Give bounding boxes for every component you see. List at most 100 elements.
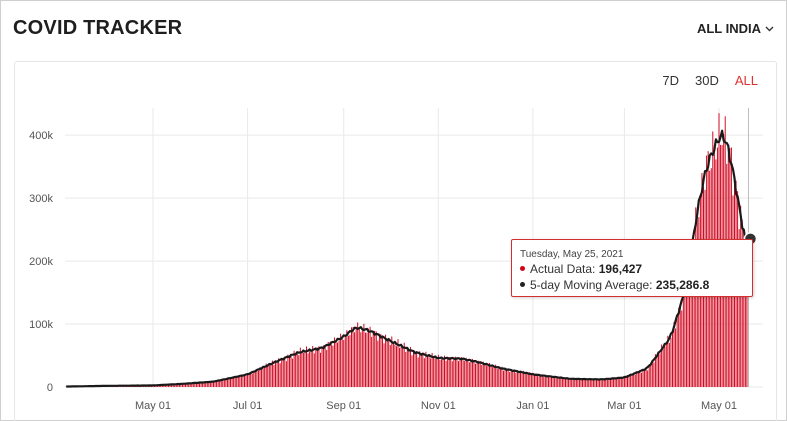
actual-data-bar	[341, 338, 343, 387]
actual-data-bar	[284, 356, 286, 387]
moving-average-line	[66, 129, 750, 388]
actual-data-bar	[394, 344, 396, 387]
actual-data-bar	[409, 346, 411, 387]
actual-data-bar	[509, 372, 511, 387]
actual-data-bar	[636, 372, 638, 387]
actual-data-bar	[555, 378, 557, 387]
actual-data-bar	[332, 345, 334, 387]
actual-data-bar	[388, 340, 390, 387]
actual-data-bar	[504, 368, 506, 387]
actual-data-bar	[234, 377, 236, 387]
actual-data-bar	[668, 342, 670, 387]
actual-data-bar	[354, 332, 356, 387]
actual-data-bar	[293, 350, 295, 387]
range-all-button[interactable]: ALL	[734, 73, 758, 88]
actual-data-bar	[318, 346, 320, 387]
actual-data-bar	[202, 381, 204, 387]
actual-data-bar	[360, 332, 362, 387]
actual-data-bar	[609, 378, 611, 387]
region-label: ALL INDIA	[696, 21, 761, 36]
actual-data-bar	[563, 377, 565, 387]
actual-data-bar	[287, 354, 289, 387]
actual-data-bar	[426, 355, 428, 387]
actual-data-bar	[471, 358, 473, 387]
actual-data-bar	[599, 379, 601, 387]
actual-data-bar	[247, 374, 249, 387]
actual-data-bar	[473, 361, 475, 387]
range-7d-button[interactable]: 7D	[662, 73, 679, 88]
actual-data-bar	[261, 368, 263, 387]
actual-data-bar	[400, 347, 402, 387]
range-30d-button[interactable]: 30D	[695, 73, 719, 88]
actual-data-bar	[281, 358, 283, 387]
actual-data-bar	[572, 379, 574, 387]
actual-data-bar	[465, 357, 467, 387]
actual-data-bar	[166, 384, 168, 387]
actual-data-bar	[651, 362, 653, 387]
actual-data-bar	[199, 382, 201, 387]
actual-data-bar	[476, 360, 478, 387]
actual-data-bar	[329, 342, 331, 387]
actual-data-bar	[209, 382, 211, 387]
actual-data-bar	[451, 361, 453, 387]
actual-data-bar	[301, 353, 303, 387]
actual-data-bar	[183, 383, 185, 387]
actual-data-bar	[529, 372, 531, 387]
actual-data-bar	[464, 360, 466, 387]
actual-data-bar	[565, 378, 566, 387]
actual-data-bar	[411, 355, 413, 387]
actual-data-bar	[738, 229, 740, 387]
actual-data-bar	[285, 361, 287, 387]
actual-data-bar	[439, 359, 441, 387]
actual-data-bar	[552, 376, 554, 387]
actual-data-bar	[257, 370, 259, 387]
actual-data-bar	[278, 358, 280, 387]
actual-data-bar	[428, 356, 430, 387]
actual-data-bar	[541, 374, 543, 387]
actual-data-bar	[658, 354, 660, 387]
actual-data-bar	[444, 355, 446, 387]
actual-data-bar	[487, 365, 489, 387]
actual-data-bar	[440, 359, 442, 387]
actual-data-bar	[482, 361, 484, 387]
x-tick-label: Jan 01	[516, 400, 549, 412]
actual-data-bar	[310, 349, 312, 387]
actual-data-bar	[273, 364, 275, 387]
actual-data-bar	[309, 351, 311, 387]
actual-data-bar	[416, 351, 418, 387]
actual-data-bar	[279, 363, 281, 387]
actual-data-bar	[343, 340, 345, 387]
actual-data-bar	[417, 357, 419, 387]
y-tick-label: 0	[47, 382, 53, 394]
actual-data-bar	[195, 382, 197, 387]
actual-data-bar	[526, 373, 528, 387]
actual-data-bar	[647, 370, 649, 387]
actual-data-bar	[377, 340, 379, 387]
y-tick-label: 400k	[29, 130, 53, 142]
actual-data-bar	[623, 377, 625, 387]
actual-data-bar	[225, 378, 227, 387]
tooltip-actual-label: Actual Data:	[530, 262, 596, 276]
actual-data-bar	[653, 362, 655, 387]
region-selector[interactable]: ALL INDIA	[697, 21, 774, 36]
x-tick-label: Mar 01	[607, 400, 641, 412]
actual-data-bar	[591, 379, 593, 387]
actual-data-bar	[369, 326, 371, 387]
actual-data-bar	[230, 377, 232, 387]
actual-data-bar	[566, 378, 568, 387]
actual-data-bar	[684, 286, 686, 387]
actual-data-bar	[240, 376, 242, 387]
actual-data-bar	[689, 255, 691, 387]
actual-data-bar	[355, 329, 357, 387]
actual-data-bar	[462, 360, 464, 387]
actual-data-bar	[600, 380, 602, 387]
actual-data-bar	[596, 379, 597, 387]
actual-data-bar	[338, 340, 340, 387]
actual-data-bar	[520, 372, 521, 387]
actual-data-bar	[659, 353, 661, 387]
actual-data-bar	[290, 355, 292, 387]
actual-data-bar	[544, 375, 546, 387]
actual-data-bar	[687, 284, 689, 387]
actual-data-bar	[537, 376, 539, 387]
